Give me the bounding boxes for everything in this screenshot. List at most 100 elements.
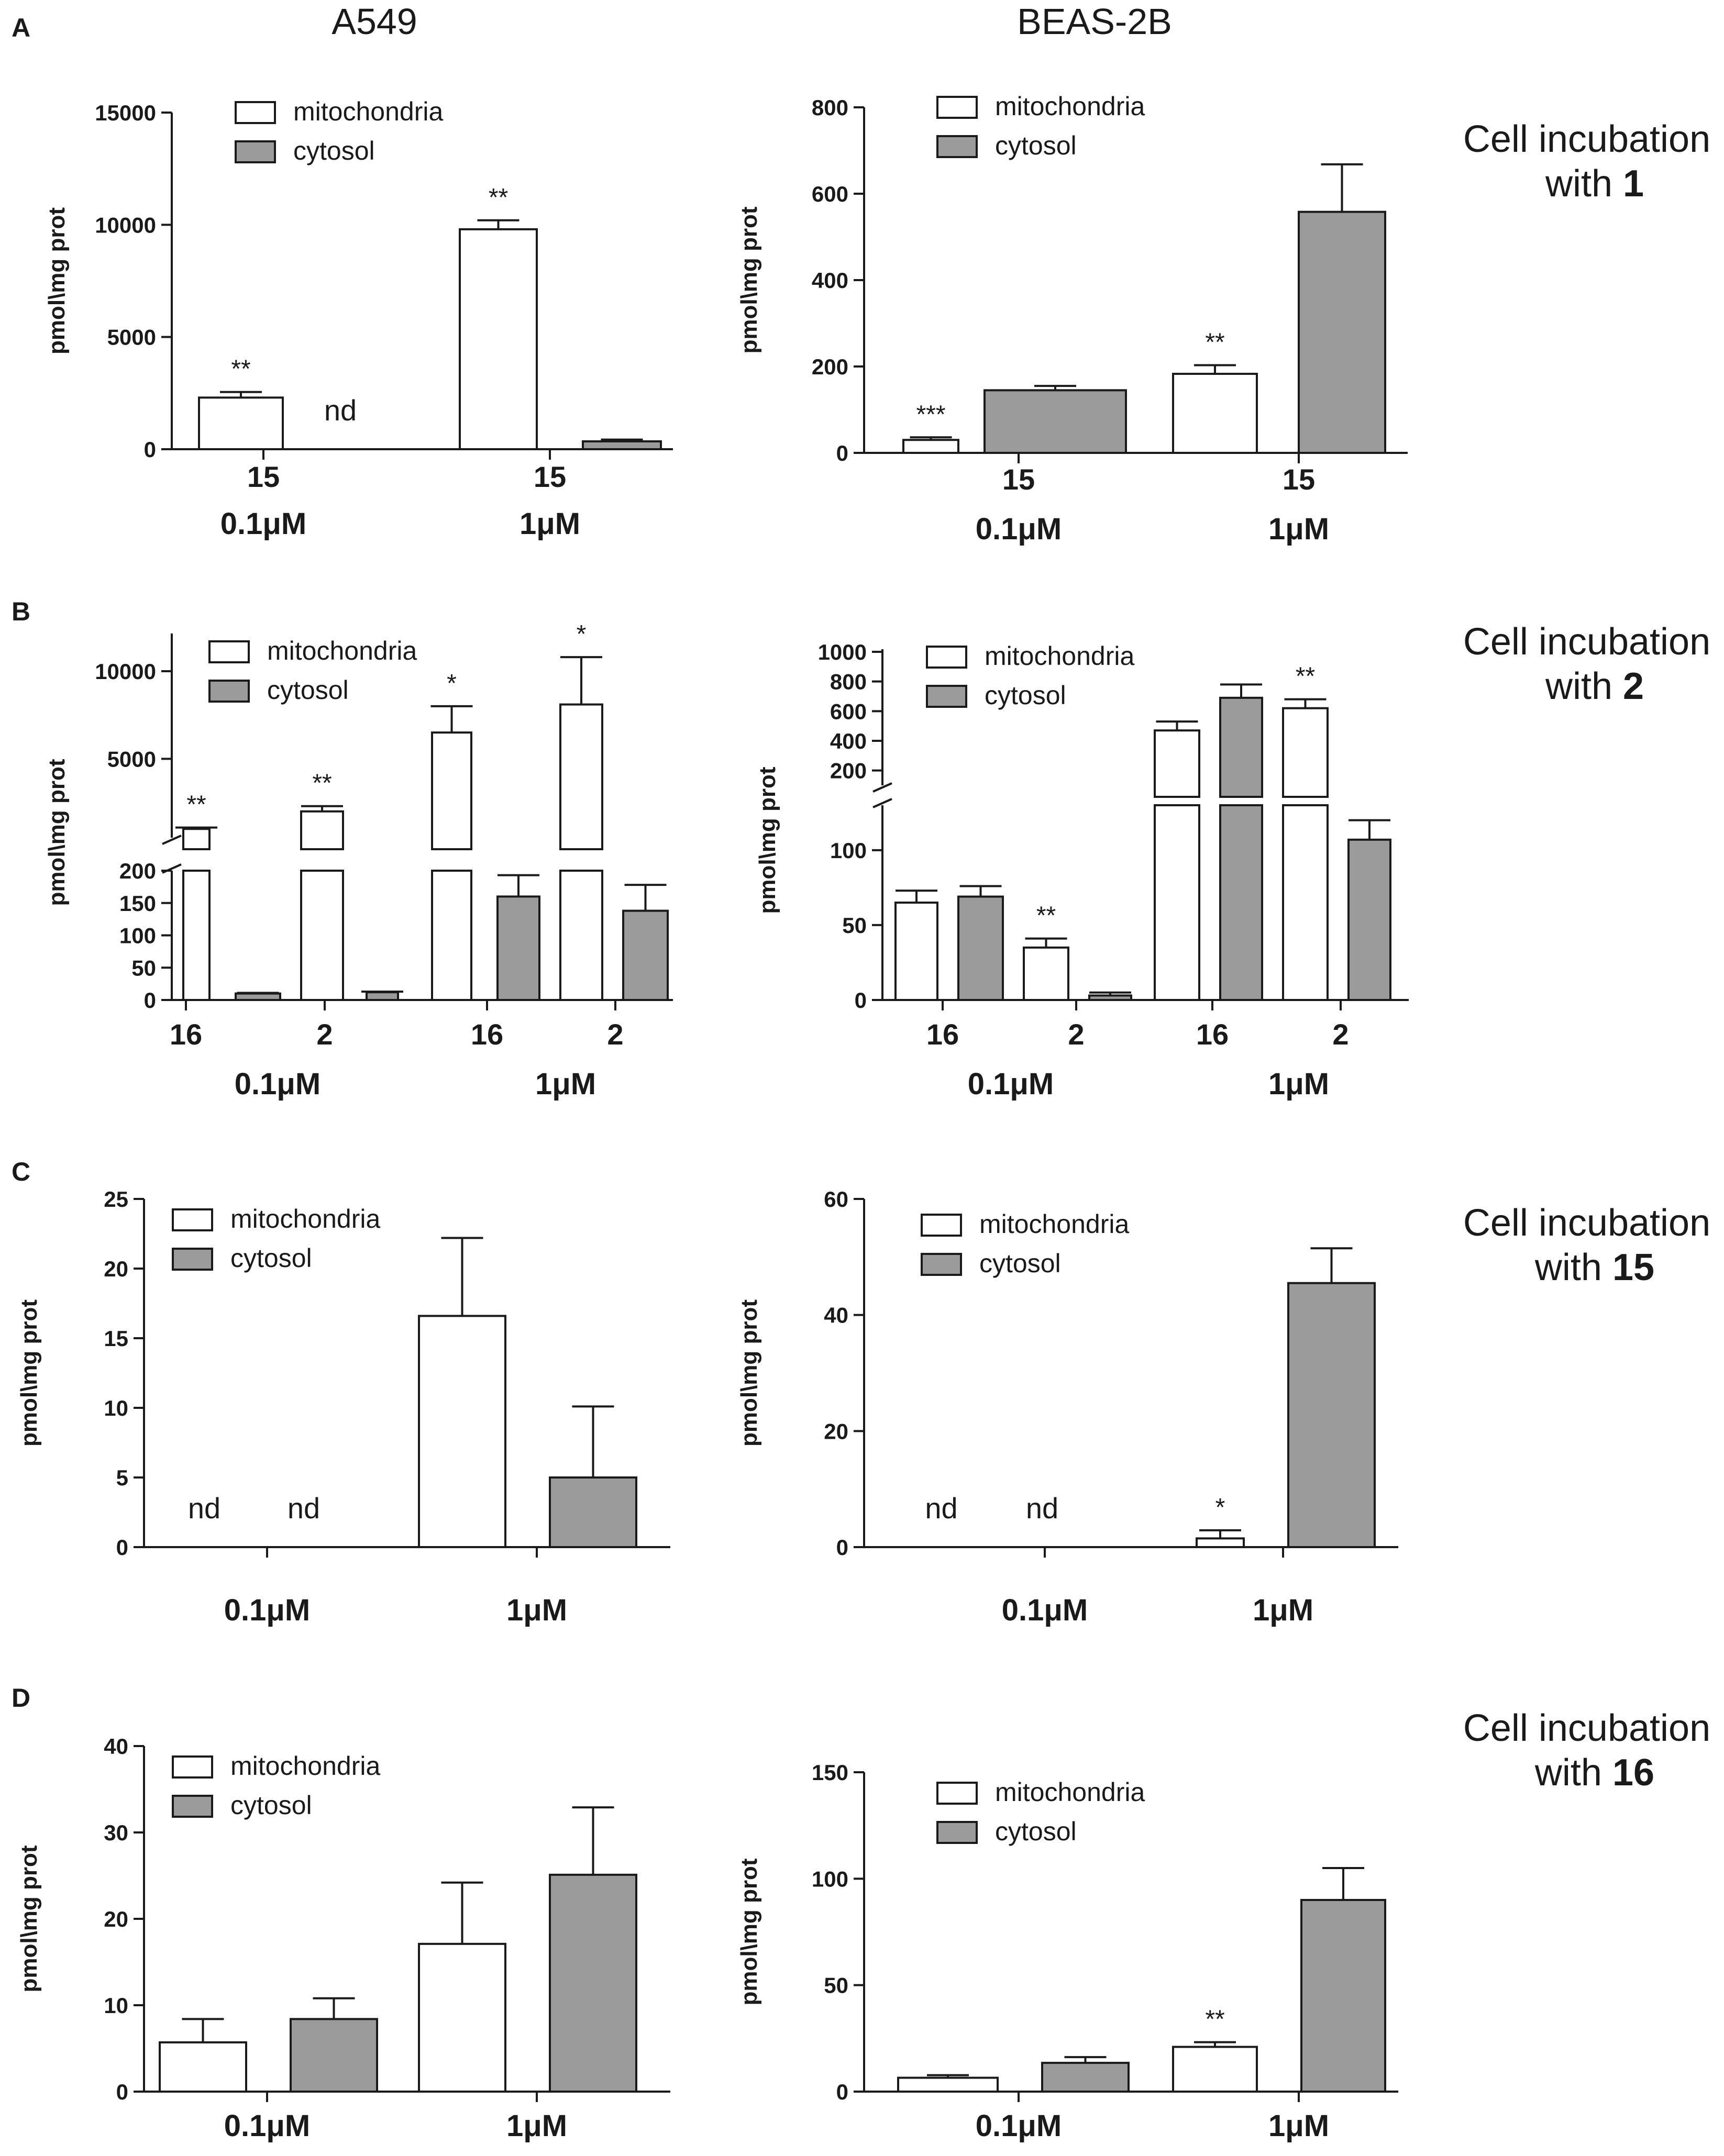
bar-cytosol-d-beas-2b: [1041, 2062, 1130, 2093]
y-tick-label-b-a549: 150: [119, 891, 156, 916]
significance-marker-b-a549: *: [447, 670, 457, 697]
x-category-label-b-beas-2b: 16: [1196, 1018, 1229, 1051]
x-category-label-b-beas-2b: 2: [1332, 1018, 1349, 1051]
legend-label-cytosol: cytosol: [230, 1243, 312, 1273]
significance-marker-b-a549: **: [186, 791, 206, 819]
x-category-label-b-a549: 2: [607, 1018, 623, 1051]
axis-break-mark-b-a549: [162, 835, 182, 845]
y-tick-label-a-beas-2b: 0: [836, 441, 848, 465]
legend-label-mitochondria: mitochondria: [230, 1204, 380, 1233]
legend-label-mitochondria: mitochondria: [985, 641, 1134, 671]
x-group-label-b-beas-2b: 1μM: [1268, 1067, 1329, 1101]
y-tick-label-a-a549: 5000: [107, 325, 156, 350]
significance-marker-a-a549: **: [489, 184, 508, 212]
y-tick-label-c-a549: 10: [104, 1396, 128, 1420]
bar-cytosol-b-a549: [496, 895, 540, 1002]
bar-mitochondria-a-a549: [198, 396, 284, 451]
bar-mitochondria-b-a549-upper: [559, 703, 603, 850]
y-tick-label-c-beas-2b: 0: [836, 1535, 848, 1560]
x-group-label-d-a549: 1μM: [506, 2109, 567, 2143]
y-tick-label-d-a549: 40: [104, 1734, 128, 1759]
legend-swatch-cytosol: [208, 680, 250, 703]
bar-cytosol-b-a549: [366, 991, 399, 1002]
legend-d-beas-2b: mitochondria cytosol: [936, 1777, 1145, 1846]
legend-label-mitochondria: mitochondria: [230, 1751, 380, 1781]
y-tick-label-c-a549: 15: [104, 1326, 128, 1351]
x-group-label-d-a549: 0.1μM: [224, 2109, 310, 2143]
y-tick-label-b-beas-2b: 0: [855, 988, 867, 1013]
y-tick-label-b-beas-2b: 200: [830, 759, 867, 783]
legend-label-cytosol: cytosol: [230, 1791, 312, 1820]
significance-marker-c-beas-2b: *: [1215, 1494, 1225, 1521]
y-tick-label-d-a549: 0: [116, 2080, 128, 2104]
legend-d-a549: mitochondria cytosol: [172, 1751, 380, 1820]
y-tick-label-d-a549: 30: [104, 1820, 128, 1845]
y-axis-label-b-beas-2b: pmol\mg prot: [755, 766, 780, 914]
y-axis-label-c-a549: pmol\mg prot: [16, 1299, 42, 1447]
x-group-label-d-beas-2b: 1μM: [1268, 2109, 1329, 2143]
bar-cytosol-a-beas-2b: [1298, 210, 1386, 454]
x-category-label-b-a549: 2: [316, 1018, 333, 1051]
nd-label-c-a549: nd: [288, 1492, 320, 1525]
bar-mitochondria-b-beas-2b: [1282, 804, 1329, 1001]
significance-marker-a-beas-2b: **: [1205, 329, 1224, 357]
bar-cytosol-b-beas-2b-upper: [1219, 696, 1263, 798]
bar-mitochondria-d-a549: [418, 1942, 506, 2093]
legend-c-beas-2b: mitochondria cytosol: [921, 1209, 1129, 1278]
bar-cytosol-c-beas-2b: [1287, 1282, 1376, 1548]
caption-compound-number: 1: [1623, 163, 1644, 205]
bar-cytosol-b-beas-2b: [1088, 994, 1132, 1002]
y-axis-label-d-beas-2b: pmol\mg prot: [736, 1858, 762, 2005]
bar-mitochondria-b-beas-2b: [1023, 946, 1069, 1002]
x-group-label-c-beas-2b: 1μM: [1253, 1593, 1313, 1627]
legend-swatch-mitochondria: [921, 1214, 962, 1237]
bar-mitochondria-b-a549: [559, 870, 603, 1001]
legend-swatch-mitochondria: [926, 646, 967, 669]
bar-cytosol-d-a549: [549, 1873, 637, 2093]
legend-a-beas-2b: mitochondria cytosol: [936, 92, 1145, 160]
legend-swatch-cytosol: [921, 1253, 962, 1276]
nd-label-a-a549: nd: [324, 394, 357, 427]
legend-label-mitochondria: mitochondria: [979, 1209, 1129, 1239]
legend-swatch-cytosol: [172, 1795, 213, 1818]
x-group-label-a-a549: 1μM: [520, 507, 580, 541]
bar-cytosol-d-beas-2b: [1300, 1899, 1386, 2093]
legend-a-a549: mitochondria cytosol: [235, 97, 443, 165]
bar-mitochondria-b-beas-2b: [1154, 804, 1200, 1001]
legend-label-mitochondria: mitochondria: [995, 92, 1145, 121]
bar-mitochondria-b-a549-upper: [431, 731, 472, 851]
legend-label-cytosol: cytosol: [985, 681, 1066, 710]
caption-prefix: with: [1545, 665, 1623, 707]
bar-mitochondria-a-a549: [459, 228, 538, 450]
bar-cytosol-b-beas-2b: [1219, 804, 1263, 1001]
panel-letter-b: B: [12, 597, 30, 626]
significance-marker-b-a549: *: [577, 620, 587, 648]
y-tick-label-c-a549: 0: [116, 1535, 128, 1560]
y-tick-label-d-beas-2b: 100: [812, 1866, 848, 1891]
y-tick-label-b-beas-2b: 800: [830, 670, 867, 694]
bar-cytosol-a-beas-2b: [983, 389, 1127, 454]
legend-label-mitochondria: mitochondria: [267, 636, 417, 665]
bar-cytosol-b-beas-2b: [957, 895, 1004, 1001]
column-header-beas2b: BEAS-2B: [1017, 1, 1172, 42]
y-tick-label-b-a549: 5000: [107, 747, 156, 771]
y-tick-label-b-beas-2b: 600: [830, 699, 867, 724]
legend-label-mitochondria: mitochondria: [995, 1777, 1145, 1807]
caption-prefix: with: [1545, 163, 1623, 205]
caption-line2-c: with 15: [1534, 1247, 1654, 1288]
x-category-label-a-beas-2b: 15: [1002, 463, 1035, 496]
y-tick-label-a-beas-2b: 400: [812, 268, 848, 293]
x-category-label-b-beas-2b: 16: [926, 1018, 959, 1051]
x-group-label-a-a549: 0.1μM: [220, 507, 306, 541]
bar-cytosol-b-beas-2b: [1347, 838, 1391, 1002]
legend-swatch-mitochondria: [208, 640, 250, 663]
axis-break-mark-b-beas-2b: [872, 798, 892, 808]
y-tick-label-a-beas-2b: 600: [812, 182, 848, 206]
y-tick-label-a-a549: 15000: [95, 101, 156, 125]
bar-cytosol-d-a549: [290, 2018, 378, 2093]
caption-line1-d: Cell incubation: [1463, 1707, 1710, 1749]
x-group-label-d-beas-2b: 0.1μM: [976, 2109, 1062, 2143]
y-tick-label-c-beas-2b: 40: [824, 1303, 848, 1328]
x-group-label-c-beas-2b: 0.1μM: [1002, 1593, 1088, 1627]
y-tick-label-b-beas-2b: 1000: [818, 640, 867, 664]
